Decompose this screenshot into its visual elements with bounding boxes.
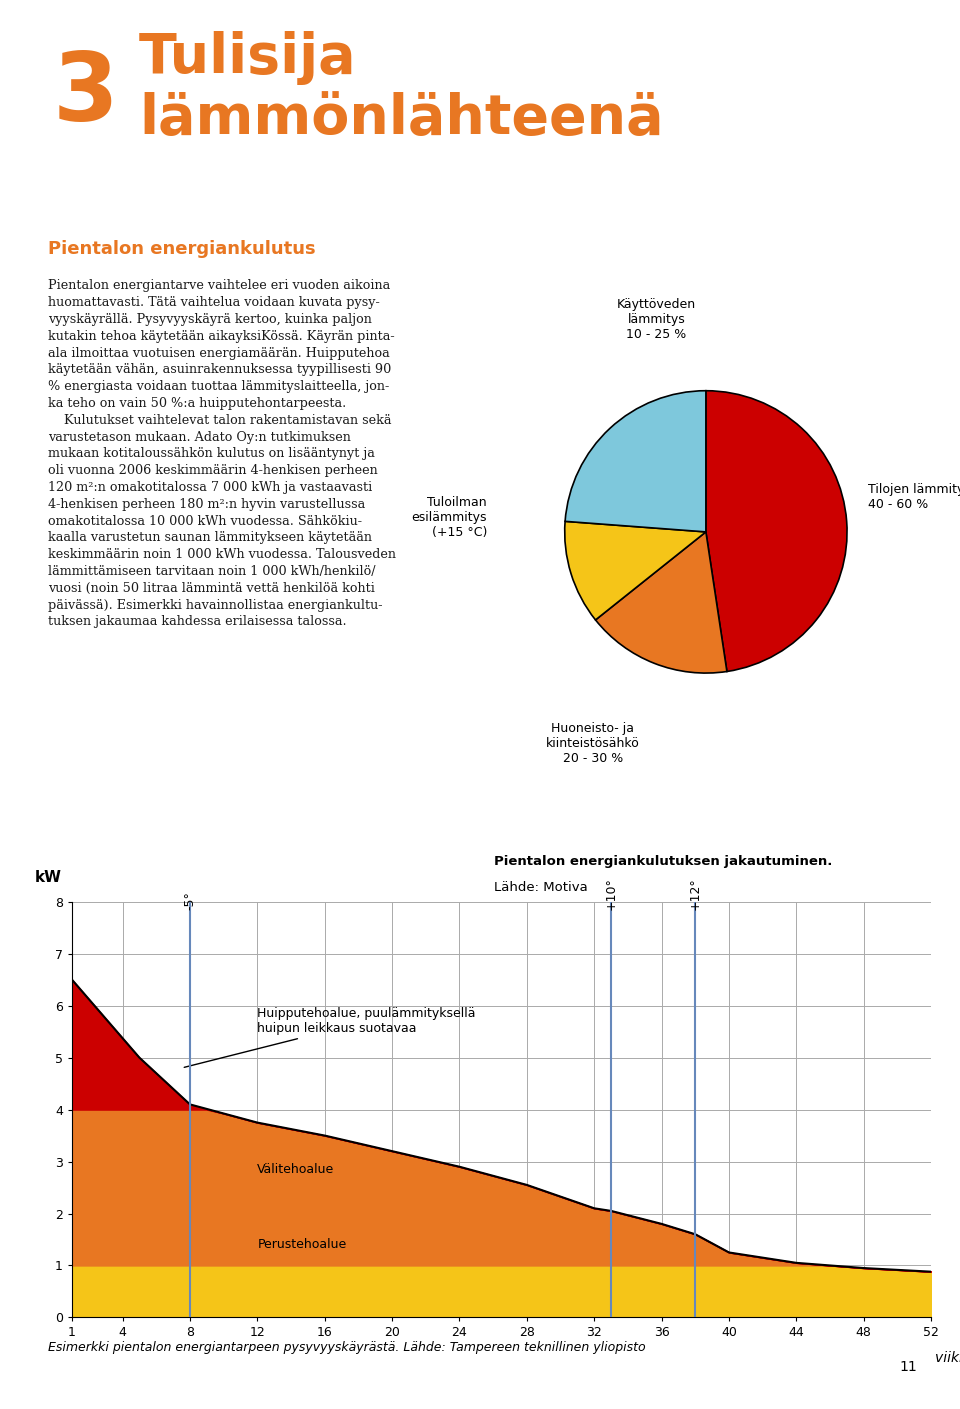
Text: Tilojen lämmitys
40 - 60 %: Tilojen lämmitys 40 - 60 % [868, 483, 960, 510]
Wedge shape [564, 521, 706, 620]
Text: -5°: -5° [183, 890, 197, 910]
Wedge shape [565, 390, 706, 531]
Wedge shape [595, 531, 727, 674]
Text: Esimerkki pientalon energiantarpeen pysyvyyskäyrästä. Lähde: Tampereen teknillin: Esimerkki pientalon energiantarpeen pysy… [48, 1341, 646, 1354]
Text: 3: 3 [53, 49, 118, 141]
Text: Välitehoalue: Välitehoalue [257, 1162, 335, 1177]
Text: Perustehoalue: Perustehoalue [257, 1239, 347, 1251]
Y-axis label: kW: kW [35, 871, 61, 885]
Text: Lähde: Motiva: Lähde: Motiva [494, 881, 588, 893]
Text: Käyttöveden
lämmitys
10 - 25 %: Käyttöveden lämmitys 10 - 25 % [617, 299, 696, 341]
Text: +12°: +12° [689, 876, 702, 910]
Text: +10°: +10° [605, 876, 617, 910]
Wedge shape [706, 390, 847, 672]
Text: Tuloilman
esilämmitys
(+15 °C): Tuloilman esilämmitys (+15 °C) [412, 496, 487, 540]
Text: Huipputehoalue, puulämmityksellä
huipun leikkaus suotavaa: Huipputehoalue, puulämmityksellä huipun … [184, 1007, 476, 1068]
Text: viikko: viikko [935, 1351, 960, 1365]
Text: Pientalon energiantarve vaihtelee eri vuoden aikoina
huomattavasti. Tätä vaihtel: Pientalon energiantarve vaihtelee eri vu… [48, 279, 396, 628]
Text: Pientalon energiankulutus: Pientalon energiankulutus [48, 240, 316, 258]
Text: lämmönlähteenä: lämmönlähteenä [139, 92, 663, 145]
Text: Huoneisto- ja
kiinteistösähkö
20 - 30 %: Huoneisto- ja kiinteistösähkö 20 - 30 % [546, 723, 639, 765]
Text: Pientalon energiankulutuksen jakautuminen.: Pientalon energiankulutuksen jakautumine… [494, 855, 832, 868]
Text: Tulisija: Tulisija [139, 31, 357, 85]
Text: 11: 11 [900, 1360, 917, 1374]
